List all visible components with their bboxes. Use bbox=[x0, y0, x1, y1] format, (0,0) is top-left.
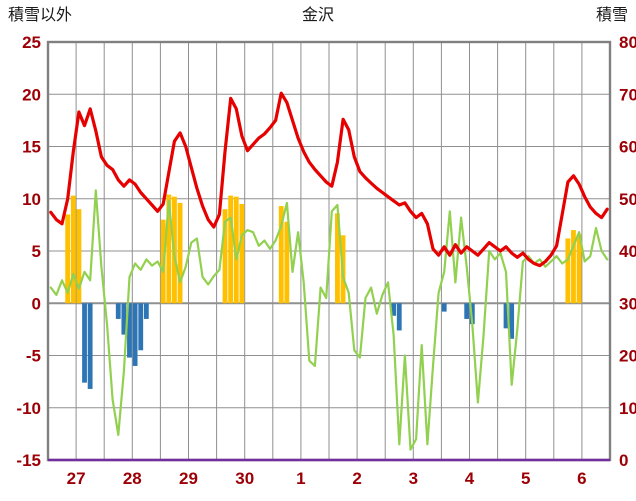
right-tick-label: 60 bbox=[619, 138, 636, 157]
left-tick-label: -10 bbox=[16, 399, 41, 418]
right-tick-label: 10 bbox=[619, 399, 636, 418]
series-green-line bbox=[49, 189, 609, 451]
x-tick-label: 1 bbox=[296, 469, 305, 488]
x-tick-label: 29 bbox=[179, 469, 198, 488]
left-axis-title: 積雪以外 bbox=[8, 7, 73, 24]
x-tick-label: 28 bbox=[123, 469, 142, 488]
right-tick-label: 40 bbox=[619, 242, 636, 261]
x-tick-label: 27 bbox=[67, 469, 86, 488]
right-tick-label: 20 bbox=[619, 347, 636, 366]
left-tick-label: 10 bbox=[22, 190, 41, 209]
x-tick-label: 30 bbox=[235, 469, 254, 488]
left-tick-label: -15 bbox=[16, 451, 41, 470]
x-tick-label: 6 bbox=[577, 469, 586, 488]
right-tick-label: 30 bbox=[619, 294, 636, 313]
x-tick-label: 4 bbox=[465, 469, 475, 488]
left-tick-label: -5 bbox=[26, 347, 41, 366]
x-tick-label: 5 bbox=[521, 469, 530, 488]
right-tick-label: 50 bbox=[619, 190, 636, 209]
right-tick-label: 80 bbox=[619, 33, 636, 52]
chart-title: 金沢 bbox=[301, 7, 334, 24]
right-tick-label: 0 bbox=[619, 451, 628, 470]
left-tick-label: 15 bbox=[22, 138, 41, 157]
left-tick-label: 5 bbox=[32, 242, 41, 261]
x-tick-label: 3 bbox=[409, 469, 418, 488]
series-red-line bbox=[49, 91, 609, 268]
left-tick-label: 25 bbox=[22, 33, 41, 52]
series-blue-bars bbox=[82, 303, 515, 389]
left-tick-label: 20 bbox=[22, 85, 41, 104]
left-tick-label: 0 bbox=[32, 294, 41, 313]
x-tick-label: 2 bbox=[352, 469, 361, 488]
right-tick-label: 70 bbox=[619, 85, 636, 104]
right-axis-title: 積雪 bbox=[595, 7, 628, 24]
